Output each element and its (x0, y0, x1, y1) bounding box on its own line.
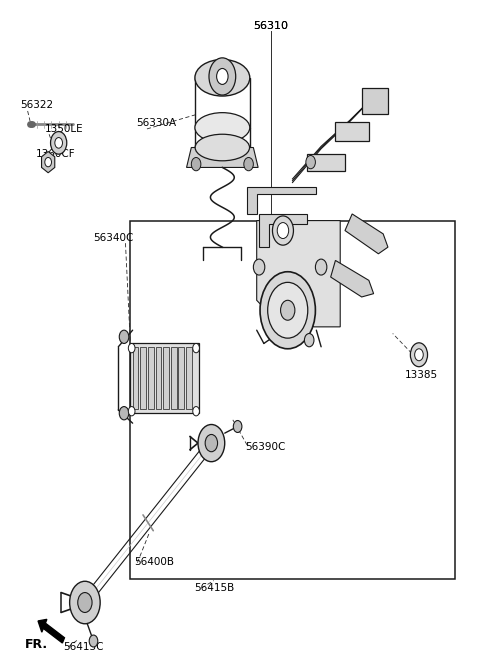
Circle shape (410, 343, 428, 367)
Text: 1350LE: 1350LE (44, 124, 83, 134)
Circle shape (89, 635, 98, 647)
Circle shape (277, 223, 288, 239)
Polygon shape (187, 147, 258, 167)
Circle shape (192, 157, 201, 171)
Text: 13385: 13385 (405, 370, 438, 380)
Circle shape (50, 131, 67, 154)
Bar (179, 347, 184, 409)
Circle shape (119, 407, 129, 420)
Bar (307, 154, 345, 171)
Circle shape (193, 344, 199, 353)
Circle shape (78, 592, 92, 612)
FancyArrow shape (38, 620, 64, 643)
Bar (140, 347, 146, 409)
Circle shape (306, 155, 315, 169)
Circle shape (244, 157, 253, 171)
Polygon shape (345, 214, 388, 253)
Text: 56310: 56310 (253, 21, 288, 31)
Text: 56390C: 56390C (245, 442, 285, 452)
Bar (171, 347, 177, 409)
Text: 56340C: 56340C (93, 233, 133, 243)
Text: 56415B: 56415B (195, 582, 235, 592)
Circle shape (193, 407, 199, 416)
Text: 56400B: 56400B (134, 558, 174, 568)
Polygon shape (257, 221, 340, 327)
Circle shape (260, 271, 315, 349)
Circle shape (216, 69, 228, 85)
Bar (156, 347, 161, 409)
Circle shape (205, 434, 217, 452)
Circle shape (315, 259, 327, 275)
Text: 56322: 56322 (21, 99, 54, 109)
Circle shape (281, 300, 295, 320)
Circle shape (273, 216, 293, 245)
Circle shape (233, 420, 242, 432)
Text: 56310: 56310 (253, 21, 288, 31)
Bar (362, 88, 388, 114)
Ellipse shape (195, 113, 250, 143)
Circle shape (128, 344, 135, 353)
Polygon shape (247, 187, 316, 214)
Bar (148, 347, 154, 409)
Polygon shape (42, 151, 55, 173)
Text: FR.: FR. (25, 638, 48, 651)
Bar (336, 122, 369, 141)
Text: 56415C: 56415C (63, 642, 104, 652)
Bar (132, 347, 138, 409)
Ellipse shape (195, 134, 250, 161)
Text: 1360CF: 1360CF (36, 149, 75, 159)
Circle shape (415, 349, 423, 361)
Circle shape (253, 259, 265, 275)
Polygon shape (259, 214, 307, 247)
Circle shape (119, 330, 129, 344)
Circle shape (268, 282, 308, 338)
Circle shape (128, 407, 135, 416)
Circle shape (55, 137, 62, 148)
Polygon shape (331, 260, 373, 297)
Circle shape (304, 334, 314, 347)
Text: 56330A: 56330A (136, 117, 177, 127)
Circle shape (45, 157, 51, 167)
Circle shape (209, 58, 236, 95)
Bar (186, 347, 192, 409)
Bar (130, 221, 455, 579)
Bar (130, 344, 199, 414)
Circle shape (198, 424, 225, 462)
Bar (163, 347, 169, 409)
Ellipse shape (195, 59, 250, 96)
Circle shape (70, 581, 100, 624)
